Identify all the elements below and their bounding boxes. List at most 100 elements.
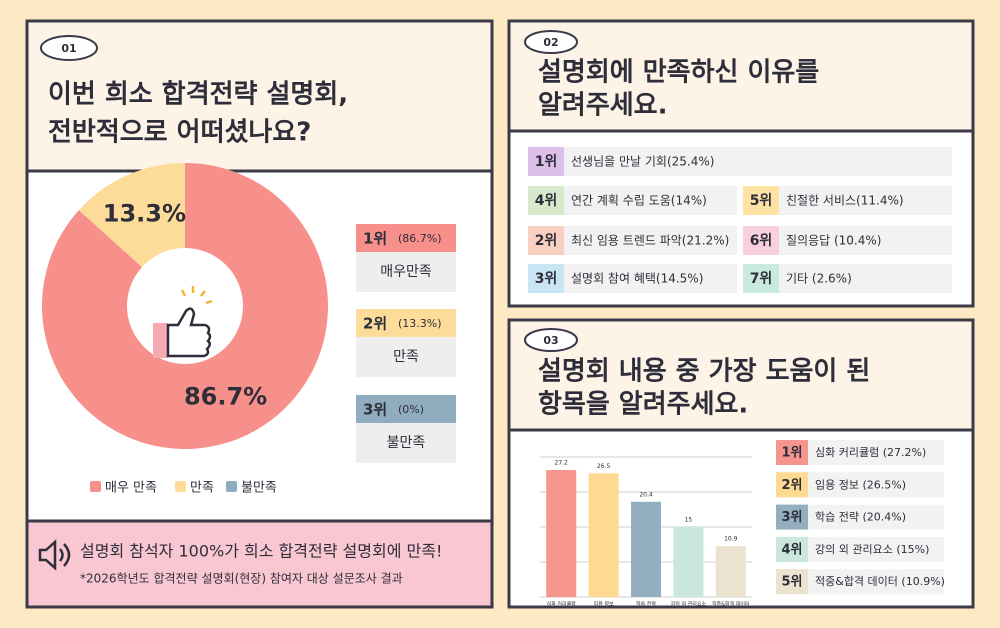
speaker-icon xyxy=(38,539,71,571)
item-text: 설명회 참여 혜택(14.5%) xyxy=(571,272,703,286)
data-label: 86.7% xyxy=(184,382,267,410)
bar xyxy=(546,470,577,597)
x-tick-label: 학습 전략 xyxy=(636,601,656,608)
item-text: 선생님을 만날 기회(25.4%) xyxy=(571,155,714,169)
rank: 1위 xyxy=(363,230,387,248)
item-text: 강의 외 관리요소 (15%) xyxy=(815,543,929,556)
rank-badge xyxy=(776,569,808,595)
item-text: 연간 계획 수립 도움(14%) xyxy=(571,194,707,208)
rank-body xyxy=(356,337,456,377)
panel-title: 이번 희소 합격전략 설명회, xyxy=(48,80,348,110)
rank: 3위 xyxy=(363,401,387,419)
panel-border xyxy=(507,318,975,609)
rank-label: 불만족 xyxy=(387,435,426,451)
rank: 1위 xyxy=(535,154,558,170)
item-text: 친절한 서비스(11.4%) xyxy=(786,194,904,208)
rank-badge xyxy=(528,226,564,255)
rank: 2위 xyxy=(363,315,387,333)
item-text: 질의응답 (10.4%) xyxy=(786,234,881,248)
panel-title: 항목을 알려주세요. xyxy=(538,390,748,420)
panel-header xyxy=(509,320,973,430)
panel-title: 알려주세요. xyxy=(538,91,667,121)
item-text: 임용 정보 (26.5%) xyxy=(815,478,906,491)
rank-label: 매우만족 xyxy=(380,264,432,280)
rank: 5위 xyxy=(750,193,773,209)
panel-number: 02 xyxy=(543,36,558,49)
number-badge xyxy=(524,30,578,54)
data-label: 27.2 xyxy=(555,460,569,467)
rank-badge xyxy=(776,440,808,465)
legend-label: 매우 만족 xyxy=(105,481,157,496)
bar xyxy=(631,501,661,597)
bar xyxy=(588,473,619,597)
rank-header xyxy=(356,395,456,423)
footer-note: *2026학년도 합격전략 설명회(현장) 참여자 대상 설문조사 결과 xyxy=(80,572,403,586)
data-label: 13.3% xyxy=(103,200,186,228)
donut-slice xyxy=(41,163,328,449)
panel-header xyxy=(509,21,973,131)
x-tick-label: 강의 외 관리요소 xyxy=(671,601,707,608)
legend-label: 불만족 xyxy=(241,481,277,496)
rank-percent: (13.3%) xyxy=(398,317,442,330)
panel-number: 01 xyxy=(61,42,76,55)
rank-badge xyxy=(743,226,779,255)
rank-percent: (0%) xyxy=(398,403,424,416)
rank-header xyxy=(356,309,456,337)
data-label: 20.4 xyxy=(639,491,653,498)
rank: 4위 xyxy=(535,193,558,209)
item-text: 최신 임용 트렌드 파악(21.2%) xyxy=(571,234,729,248)
rank-badge xyxy=(528,147,564,176)
rank: 3위 xyxy=(781,510,802,525)
legend-label: 만족 xyxy=(190,481,214,496)
rank-badge xyxy=(528,186,564,215)
panel-number: 03 xyxy=(543,334,558,347)
bar xyxy=(673,527,704,597)
rank: 2위 xyxy=(535,233,558,249)
rank-badge xyxy=(776,536,808,562)
panel-title: 설명회 내용 중 가장 도움이 된 xyxy=(538,357,870,387)
rank-badge xyxy=(743,264,779,293)
rank-badge xyxy=(776,504,808,530)
panel-footer xyxy=(27,521,492,607)
rank: 3위 xyxy=(535,271,558,287)
rank-badge xyxy=(776,472,808,498)
rank-body xyxy=(356,252,456,292)
x-tick-label: 심화 커리큘럼 xyxy=(547,601,576,608)
panel-border xyxy=(25,19,494,609)
panel-title: 설명회에 만족하신 이유를 xyxy=(538,58,819,88)
footer-headline: 설명회 참석자 100%가 희소 합격전략 설명회에 만족! xyxy=(80,542,442,561)
rank-body xyxy=(356,423,456,463)
thumb-icon xyxy=(166,307,212,358)
rank: 1위 xyxy=(781,446,802,461)
data-label: 15 xyxy=(685,517,693,524)
item-text: 심화 커리큘럼 (27.2%) xyxy=(815,446,926,459)
x-tick-label: 임용 정보 xyxy=(594,601,614,608)
rank-badge xyxy=(743,186,779,215)
rank: 4위 xyxy=(781,542,802,557)
panel-title: 전반적으로 어떠셨나요? xyxy=(48,118,311,148)
rank-percent: (86.7%) xyxy=(398,232,442,245)
legend-swatch xyxy=(90,481,101,492)
rank: 5위 xyxy=(781,575,802,590)
x-tick-label: 적중&합격 데이터 xyxy=(712,601,750,608)
data-label: 26.5 xyxy=(597,463,611,470)
rank: 2위 xyxy=(781,478,802,493)
thumb-cuff xyxy=(153,323,168,358)
item-bg xyxy=(528,147,952,176)
rank-label: 만족 xyxy=(393,349,419,365)
panel-border xyxy=(507,19,975,308)
item-text: 학습 전략 (20.4%) xyxy=(815,511,906,524)
item-text: 적중&합격 데이터 (10.9%) xyxy=(815,575,945,588)
item-text: 기타 (2.6%) xyxy=(786,272,852,286)
sparkle-icon xyxy=(180,286,213,305)
legend-swatch xyxy=(175,481,186,492)
number-badge xyxy=(524,328,578,352)
number-badge xyxy=(40,35,98,61)
donut-slice xyxy=(78,163,185,268)
bar xyxy=(715,546,746,597)
rank: 7위 xyxy=(750,271,773,287)
panel-header xyxy=(27,21,492,171)
